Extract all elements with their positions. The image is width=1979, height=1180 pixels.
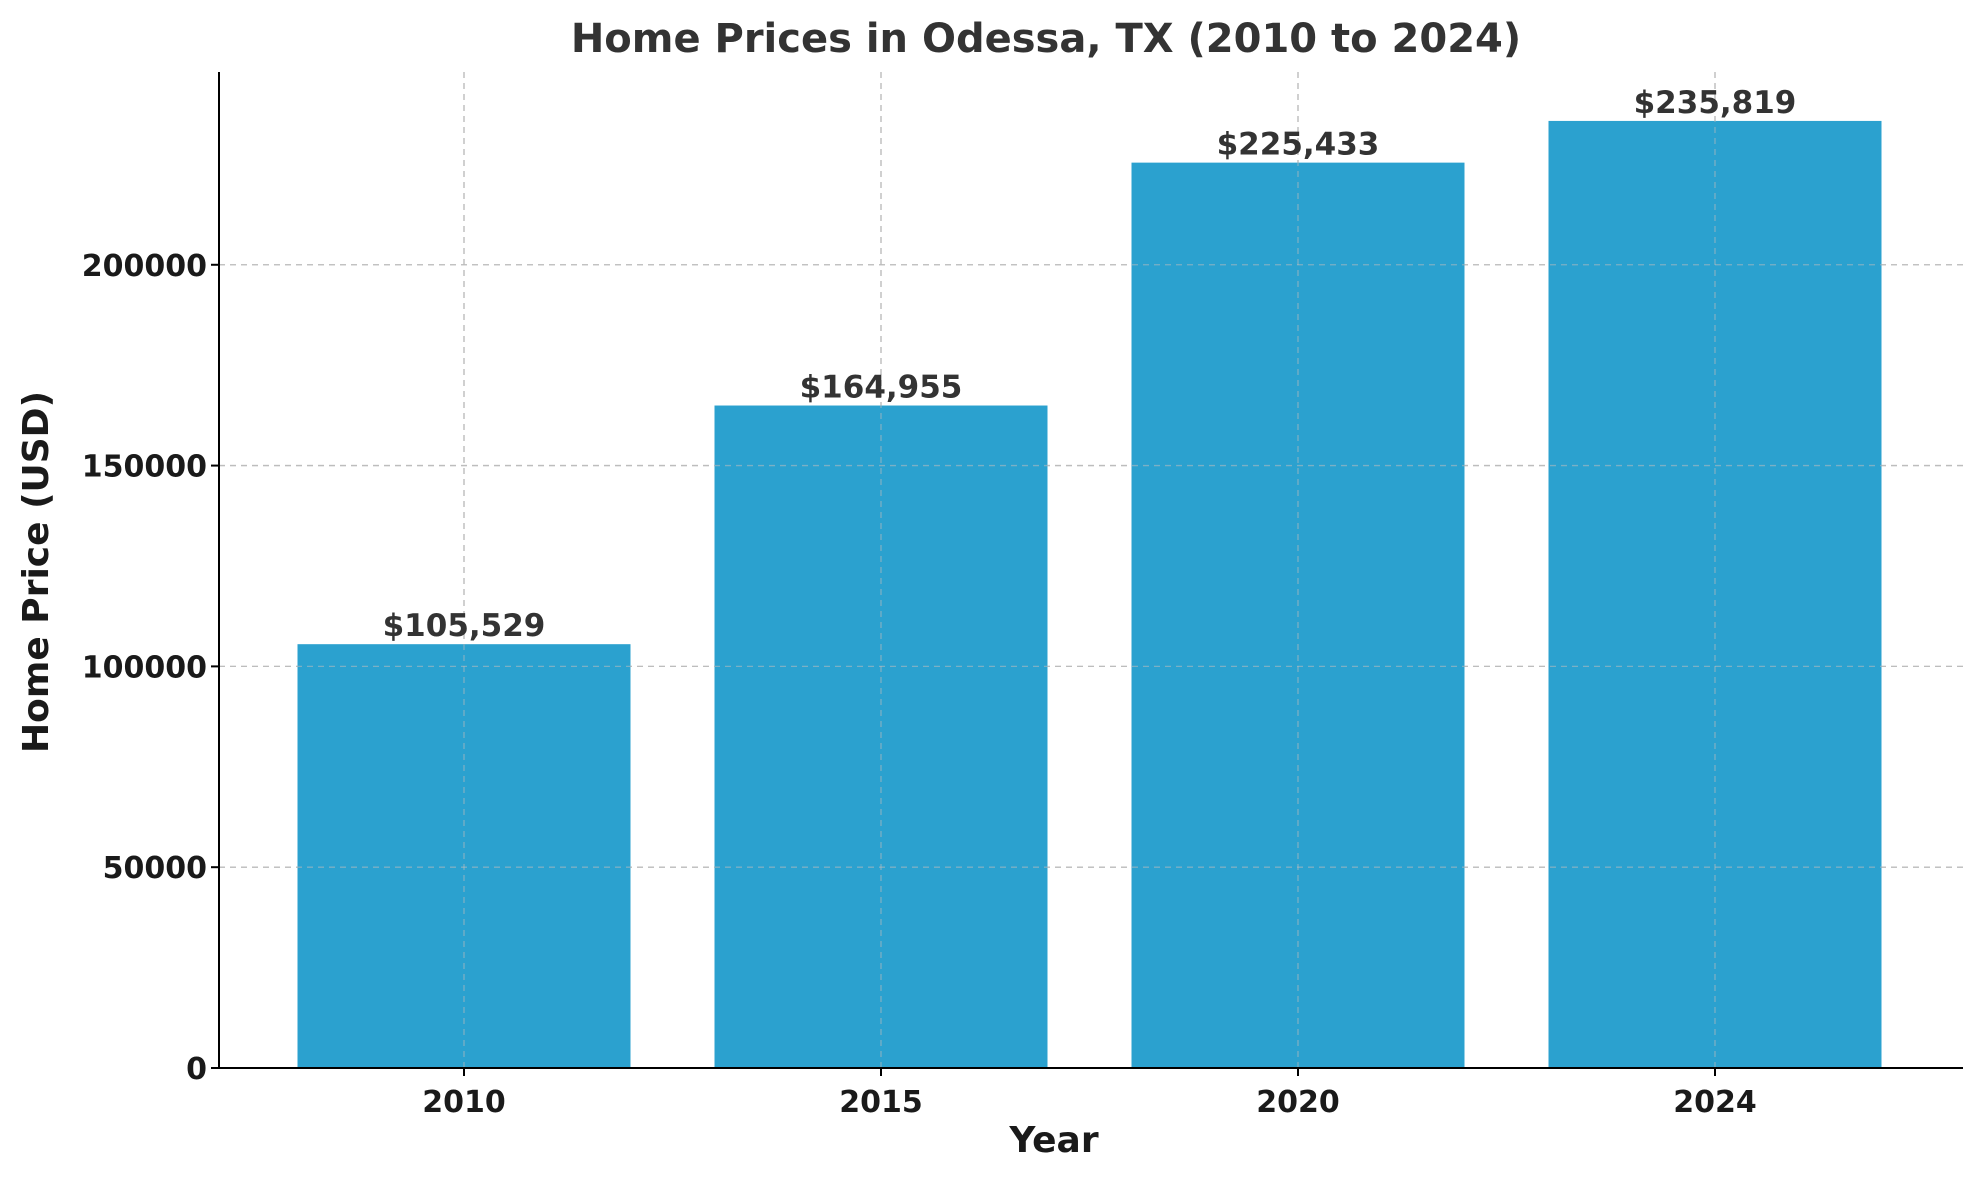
data-label-2015: $164,955 xyxy=(800,370,963,406)
y-tick-label: 50000 xyxy=(103,851,207,886)
y-tick-label: 100000 xyxy=(82,650,207,685)
chart-title: Home Prices in Odessa, TX (2010 to 2024) xyxy=(571,16,1521,62)
ticks: 0 50000 100000 150000 200000 2010 2015 2020 2024 xyxy=(82,249,1757,1120)
data-label-2024: $235,819 xyxy=(1634,85,1797,121)
x-axis-label: Year xyxy=(1008,1120,1098,1161)
bars xyxy=(297,120,1882,1069)
x-tick-label: 2010 xyxy=(422,1085,506,1120)
grid-overlay xyxy=(219,72,1963,1068)
data-label-2010: $105,529 xyxy=(383,608,546,644)
data-labels: $105,529 $164,955 $225,433 $235,819 xyxy=(383,85,1797,644)
y-tick-label: 0 xyxy=(186,1052,207,1087)
y-axis-label: Home Price (USD) xyxy=(16,391,57,753)
x-tick-label: 2024 xyxy=(1673,1085,1757,1120)
y-tick-label: 150000 xyxy=(82,450,207,485)
axes-spines xyxy=(218,72,1963,1069)
x-tick-label: 2020 xyxy=(1256,1085,1340,1120)
y-tick-label: 200000 xyxy=(82,249,207,284)
data-label-2020: $225,433 xyxy=(1217,127,1380,163)
x-tick-label: 2015 xyxy=(839,1085,923,1120)
